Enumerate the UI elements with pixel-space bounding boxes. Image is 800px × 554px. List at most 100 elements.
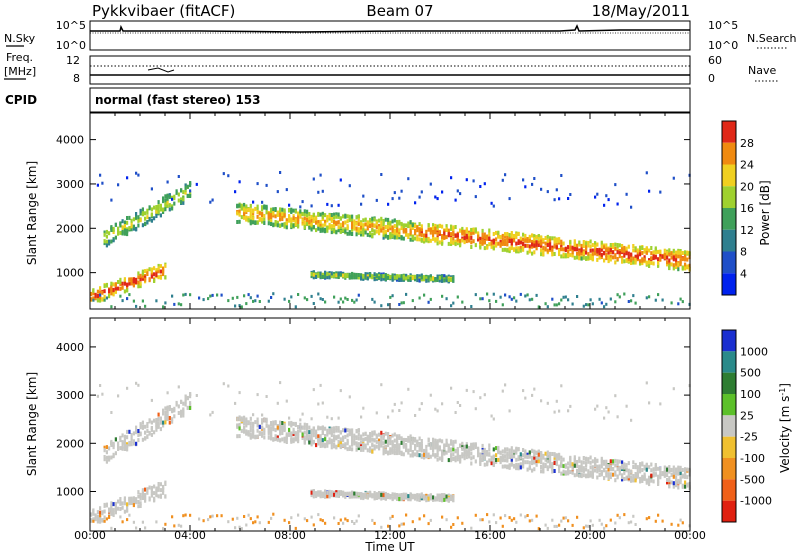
power-cell: [634, 257, 637, 262]
colorbar-segment: [722, 229, 736, 252]
velocity-cell: [330, 438, 333, 443]
power-cell: [378, 218, 381, 223]
power-cell: [342, 228, 345, 233]
velocity-cell: [400, 522, 403, 526]
velocity-cell: [668, 469, 671, 474]
velocity-cell: [240, 527, 243, 531]
power-cell: [625, 192, 628, 196]
velocity-cell: [220, 514, 223, 518]
velocity-cell: [319, 444, 322, 448]
velocity-cell: [292, 421, 295, 426]
power-cell: [411, 299, 414, 303]
power-cell: [506, 241, 509, 246]
power-cell: [506, 235, 509, 240]
velocity-cell: [614, 470, 617, 475]
power-cell: [166, 180, 169, 184]
velocity-cell: [558, 469, 561, 474]
velocity-cell: [609, 467, 612, 472]
velocity-cell: [236, 417, 239, 422]
velocity-cell: [686, 482, 689, 487]
power-cell: [348, 218, 351, 223]
power-cell: [137, 218, 140, 223]
power-cell: [540, 237, 543, 242]
power-cell: [369, 233, 372, 238]
velocity-cell: [396, 434, 399, 439]
velocity-cell: [153, 498, 156, 503]
velocity-cell: [276, 435, 279, 440]
power-cell: [135, 226, 138, 231]
velocity-cell: [531, 393, 534, 397]
velocity-cell: [319, 426, 322, 431]
velocity-cell: [450, 386, 453, 390]
power-cell: [591, 257, 594, 262]
power-cell: [382, 230, 385, 235]
power-cell: [452, 301, 455, 305]
velocity-cell: [164, 417, 167, 422]
velocity-cell: [121, 440, 124, 445]
power-cell: [549, 242, 552, 247]
power-cell: [650, 256, 653, 261]
velocity-cell: [303, 422, 306, 427]
power-cell: [504, 247, 507, 252]
power-cell: [297, 217, 300, 222]
power-cell: [153, 205, 156, 210]
power-cell: [189, 194, 192, 198]
power-cell: [609, 257, 612, 262]
velocity-cell: [450, 439, 453, 444]
velocity-cell: [654, 519, 657, 523]
power-cell: [166, 193, 169, 198]
velocity-cell: [267, 425, 270, 430]
power-cell: [648, 295, 651, 299]
power-cell: [465, 236, 468, 241]
velocity-cell: [369, 491, 372, 496]
power-cell: [288, 299, 291, 303]
velocity-cell: [641, 479, 644, 483]
power-cell: [294, 305, 297, 309]
velocity-cell: [418, 453, 421, 458]
velocity-cell: [594, 457, 597, 462]
velocity-cell: [317, 492, 320, 497]
velocity-cell: [162, 527, 165, 531]
power-cell: [326, 272, 329, 277]
velocity-cell: [96, 510, 99, 515]
power-cell: [351, 298, 354, 302]
velocity-cell: [186, 395, 189, 400]
velocity-cell: [105, 459, 108, 464]
velocity-cell: [292, 438, 295, 443]
velocity-cell: [276, 437, 279, 442]
power-cell: [490, 244, 493, 249]
velocity-cell: [634, 478, 637, 483]
velocity-cell: [546, 459, 549, 464]
x-tick-label: 16:00: [474, 529, 506, 542]
power-cell: [517, 239, 520, 244]
nsearch-label: N.Search: [747, 32, 797, 45]
power-cell: [391, 273, 394, 278]
velocity-cell: [357, 491, 360, 496]
power-cell: [677, 302, 680, 306]
power-cell: [321, 189, 324, 193]
power-cell: [319, 212, 322, 217]
velocity-cell: [110, 501, 113, 506]
power-cell: [324, 213, 327, 218]
power-cell: [274, 214, 277, 219]
power-cell: [317, 226, 320, 231]
velocity-cell: [569, 470, 572, 474]
velocity-cell: [510, 446, 513, 451]
power-cell: [360, 221, 363, 226]
power-cell: [522, 178, 525, 182]
velocity-cell: [312, 388, 315, 392]
velocity-cell: [562, 516, 565, 520]
power-cell: [396, 275, 399, 280]
velocity-cell: [184, 402, 187, 407]
power-cell: [110, 281, 113, 286]
power-cell: [371, 274, 374, 279]
velocity-cell: [292, 430, 295, 435]
velocity-cell: [492, 513, 495, 517]
power-cell: [508, 233, 511, 237]
velocity-cell: [614, 458, 617, 463]
power-cell: [396, 227, 399, 232]
velocity-cell: [506, 447, 509, 452]
power-cell: [531, 251, 534, 256]
power-cell: [675, 250, 678, 255]
colorbar-segment: [722, 208, 736, 230]
